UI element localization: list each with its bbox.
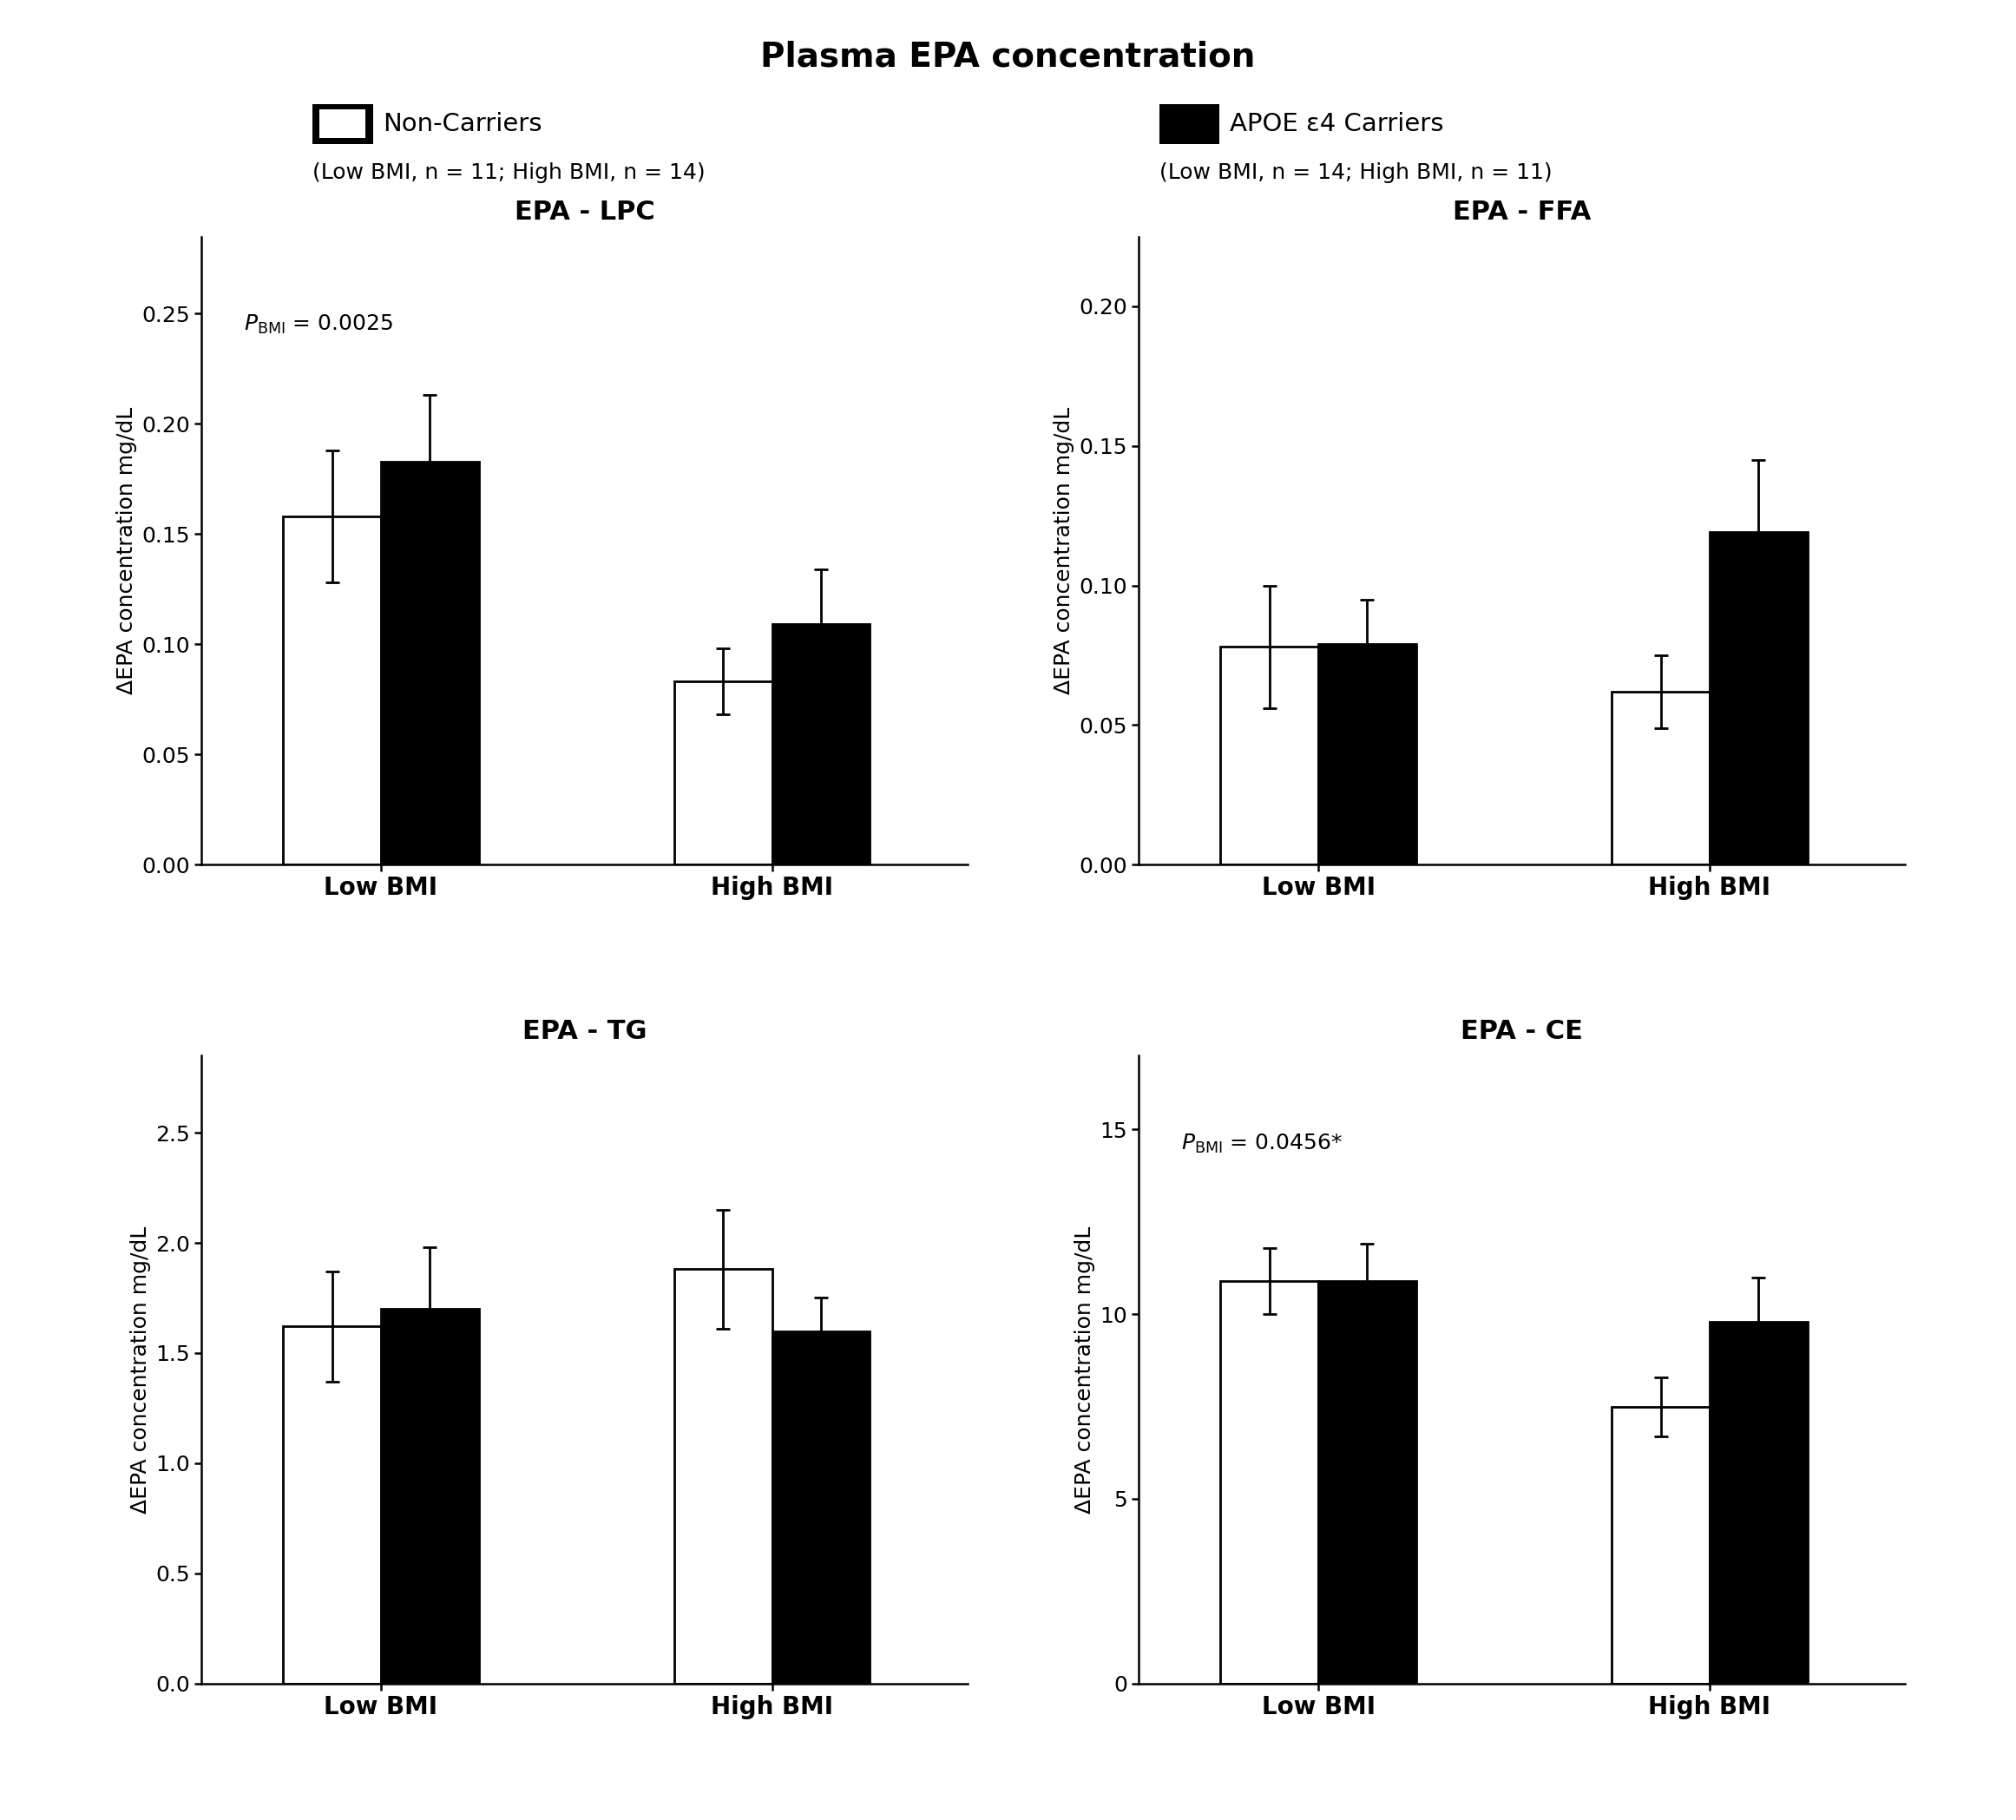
Bar	[1710, 533, 1806, 864]
Y-axis label: ΔEPA concentration mg/dL: ΔEPA concentration mg/dL	[117, 408, 137, 693]
Title: EPA - CE: EPA - CE	[1462, 1019, 1583, 1045]
Text: Non-Carriers: Non-Carriers	[383, 111, 542, 136]
Bar	[282, 517, 381, 864]
Bar	[381, 460, 478, 864]
Text: $P_{\mathrm{BMI}}$ = 0.0025: $P_{\mathrm{BMI}}$ = 0.0025	[244, 313, 393, 337]
Bar	[1318, 1281, 1415, 1684]
Y-axis label: ΔEPA concentration mg/dL: ΔEPA concentration mg/dL	[129, 1227, 151, 1512]
Bar	[1710, 1321, 1806, 1684]
Bar	[282, 1327, 381, 1684]
Text: Plasma EPA concentration: Plasma EPA concentration	[760, 40, 1256, 73]
Text: APOE ε4 Carriers: APOE ε4 Carriers	[1230, 111, 1443, 136]
Bar	[1318, 644, 1415, 864]
Title: EPA - LPC: EPA - LPC	[514, 200, 655, 226]
Text: (Low BMI, n = 14; High BMI, n = 11): (Low BMI, n = 14; High BMI, n = 11)	[1159, 162, 1552, 184]
Y-axis label: ΔEPA concentration mg/dL: ΔEPA concentration mg/dL	[1075, 1227, 1095, 1512]
Bar	[381, 1309, 478, 1684]
Y-axis label: ΔEPA concentration mg/dL: ΔEPA concentration mg/dL	[1054, 408, 1075, 693]
Bar	[673, 682, 772, 864]
Bar	[321, 109, 365, 138]
Text: (Low BMI, n = 11; High BMI, n = 14): (Low BMI, n = 11; High BMI, n = 14)	[312, 162, 706, 184]
Title: EPA - FFA: EPA - FFA	[1454, 200, 1591, 226]
Title: EPA - TG: EPA - TG	[522, 1019, 647, 1045]
Bar	[1611, 1407, 1710, 1683]
Bar	[1220, 1281, 1318, 1684]
Bar	[772, 1330, 869, 1684]
Text: $P_{\mathrm{BMI}}$ = 0.0456*: $P_{\mathrm{BMI}}$ = 0.0456*	[1181, 1132, 1343, 1156]
Bar	[1220, 646, 1318, 864]
Bar	[673, 1269, 772, 1684]
Bar	[1611, 692, 1710, 864]
Bar	[772, 624, 869, 864]
